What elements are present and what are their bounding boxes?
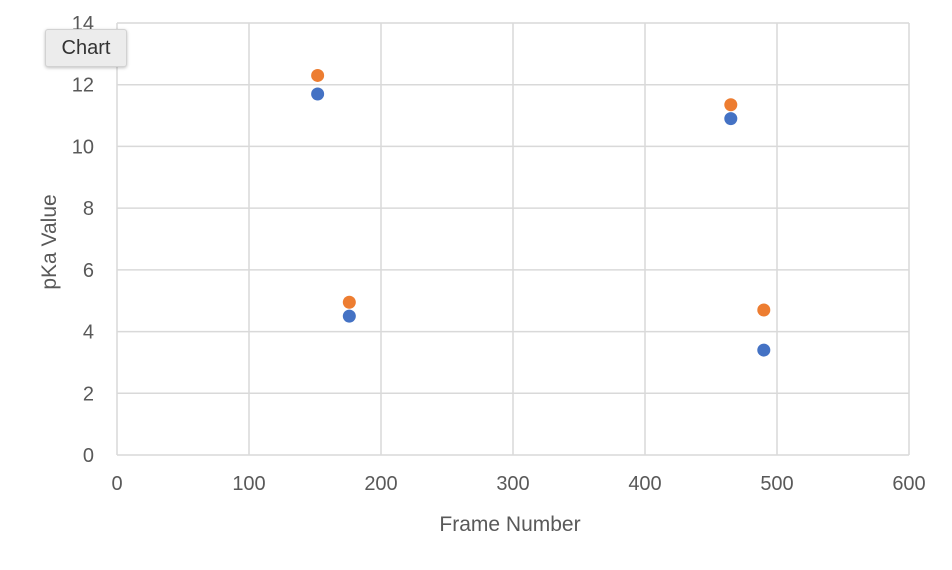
data-point-series-2 [757,303,771,317]
y-tick-label: 12 [72,75,94,97]
x-axis-label: Frame Number [439,513,580,536]
x-tick-label: 500 [760,473,793,495]
data-point-series-1 [724,112,738,126]
x-tick-label: 600 [892,473,925,495]
data-point-series-1 [311,87,325,101]
y-axis-label: pKa Value [38,194,61,289]
x-tick-label: 0 [111,473,122,495]
x-tick-label: 400 [628,473,661,495]
y-tick-label: 4 [83,322,94,344]
y-tick-label: 0 [83,445,94,467]
x-tick-label: 300 [496,473,529,495]
data-point-series-1 [757,343,771,357]
y-tick-label: 8 [83,198,94,220]
data-point-series-2 [342,295,356,309]
chart-element-tag[interactable]: Chart [45,29,127,67]
y-tick-label: 2 [83,383,94,405]
y-tick-label: 10 [72,136,94,158]
data-point-series-1 [342,309,356,323]
x-tick-label: 200 [364,473,397,495]
data-point-series-2 [311,68,325,82]
gridlines [116,22,910,456]
data-point-series-2 [724,98,738,112]
data-points [311,68,771,357]
y-tick-label: 6 [83,260,94,282]
x-tick-label: 100 [232,473,265,495]
